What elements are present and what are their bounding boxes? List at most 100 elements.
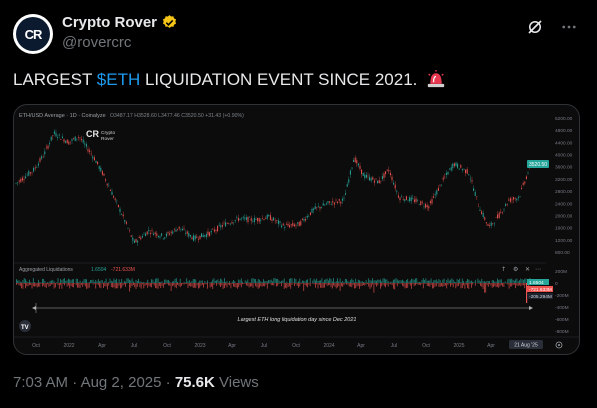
liq-bar-short xyxy=(422,278,424,283)
liq-bar-short xyxy=(263,279,264,283)
candle-body xyxy=(500,211,502,213)
liq-bar-long xyxy=(391,283,393,286)
pane-more-icon[interactable]: ⋯ xyxy=(535,266,541,273)
liq-bar-long xyxy=(53,283,55,289)
liq-bar-long xyxy=(256,283,258,288)
liq-bar-short xyxy=(333,278,334,283)
liq-bar-long xyxy=(139,283,141,288)
liq-bar-long xyxy=(363,283,364,285)
liq-bar-short xyxy=(159,282,160,283)
liq-bar-short xyxy=(125,281,126,283)
liq-bar-long xyxy=(312,283,314,284)
liq-bar-short xyxy=(52,279,54,283)
liq-bar-long xyxy=(359,283,360,289)
candle-body xyxy=(289,225,291,228)
author-display-name[interactable]: Crypto Rover xyxy=(62,14,178,31)
liq-bar-long xyxy=(291,283,293,285)
liq-bar-long xyxy=(112,283,113,288)
candle-body xyxy=(228,223,230,225)
candle-body xyxy=(47,145,49,149)
liq-bar-long xyxy=(82,283,84,287)
pane-close-icon[interactable]: ✕ xyxy=(525,266,530,273)
liq-bar-long xyxy=(218,283,220,286)
liq-bar-long xyxy=(287,283,289,287)
liq-bar-long xyxy=(341,283,342,287)
liq-bar-short xyxy=(408,281,410,283)
liq-bar-long xyxy=(207,283,208,289)
liq-bar-short xyxy=(376,280,377,283)
liq-bar-long xyxy=(31,283,33,289)
candle-body xyxy=(370,178,372,181)
liq-bar-short xyxy=(351,278,353,283)
liq-bar-short xyxy=(172,281,173,283)
liq-bar-long xyxy=(402,283,403,286)
liq-bar-long xyxy=(499,283,501,287)
candle-body xyxy=(506,203,508,205)
liq-tick: -600M xyxy=(555,317,569,323)
liq-bar-long xyxy=(503,283,505,288)
liq-bar-long xyxy=(298,283,299,288)
liq-bar-long xyxy=(58,283,60,289)
liq-bar-short xyxy=(88,281,90,283)
candle-body xyxy=(263,219,265,221)
liq-bar-short xyxy=(65,280,67,283)
liq-bar-long xyxy=(500,283,502,286)
candle-body xyxy=(260,219,262,221)
candle-body xyxy=(524,181,526,184)
liq-bar-short xyxy=(96,281,98,283)
candle-body xyxy=(509,198,511,202)
liq-bar-short xyxy=(157,278,159,283)
liq-bar-long xyxy=(352,283,354,286)
liq-bar-short xyxy=(352,279,354,283)
liq-bar-short xyxy=(152,279,154,283)
cashtag-link[interactable]: $ETH xyxy=(96,70,141,89)
liq-bar-short xyxy=(344,278,346,283)
liq-bar-short xyxy=(187,281,189,283)
liq-bar-short xyxy=(244,280,246,283)
pane-up-icon[interactable]: ↑ xyxy=(501,266,506,273)
chart-settings-icon[interactable] xyxy=(555,341,563,349)
candle-body xyxy=(505,204,507,206)
candle-body xyxy=(309,212,311,215)
liq-bar-short xyxy=(387,281,389,283)
time-tick: Oct xyxy=(292,343,300,349)
liq-bar-long xyxy=(225,283,227,286)
current-price-box xyxy=(527,160,549,168)
liq-bar-long xyxy=(61,283,63,289)
liq-bar-short xyxy=(357,279,359,283)
pane-settings-icon[interactable]: ⚙ xyxy=(513,266,518,273)
liq-bar-short xyxy=(429,280,431,283)
liq-bar-long xyxy=(116,283,117,289)
liq-bar-long xyxy=(43,283,45,286)
candle-body xyxy=(386,169,388,171)
liq-bar-short xyxy=(421,279,423,283)
liq-bar-short xyxy=(373,280,375,283)
candle-body xyxy=(105,179,107,181)
liq-bar-long xyxy=(140,283,142,289)
time-tick: Jul xyxy=(391,343,397,349)
liq-bar-short xyxy=(417,281,419,283)
liq-bar-long xyxy=(265,283,267,285)
grok-icon[interactable] xyxy=(526,18,544,36)
liq-bar-long xyxy=(179,283,181,288)
more-options-icon[interactable] xyxy=(560,18,578,36)
avatar[interactable]: CR xyxy=(13,14,53,54)
candle-body xyxy=(45,147,47,148)
author-handle[interactable]: @rovercrc xyxy=(62,34,132,51)
liq-bar-long xyxy=(487,283,489,287)
liq-bar-short xyxy=(390,281,392,283)
tweet-date[interactable]: Aug 2, 2025 xyxy=(80,374,162,391)
liq-bar-long xyxy=(239,283,241,286)
liq-bar-short xyxy=(487,281,489,283)
tweet-media-chart[interactable]: ETH/USD Average · 1D · Coinalyze O3487.1… xyxy=(13,104,580,355)
liq-bar-short xyxy=(156,278,158,283)
candle-body xyxy=(325,203,327,205)
tweet-time[interactable]: 7:03 AM xyxy=(13,374,69,391)
liq-bar-short xyxy=(108,281,110,283)
candle-body xyxy=(301,218,303,220)
liq-bar-short xyxy=(231,281,233,283)
liq-bar-long xyxy=(450,283,451,287)
liq-bar-short xyxy=(473,282,475,283)
liq-bar-short xyxy=(82,281,84,283)
liq-bar-long xyxy=(467,283,468,289)
